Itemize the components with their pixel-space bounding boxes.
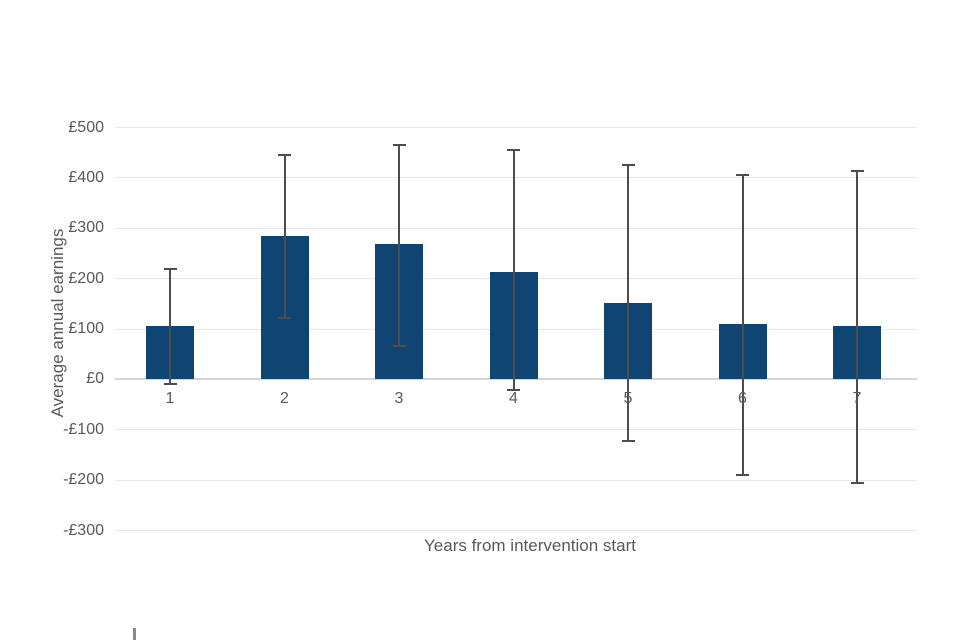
x-tick-label: 7 bbox=[852, 390, 862, 407]
gridline bbox=[115, 127, 917, 128]
y-tick-label: £300 bbox=[68, 219, 104, 237]
error-bar-cap-upper bbox=[736, 173, 749, 176]
y-tick-label: -£300 bbox=[63, 521, 104, 539]
error-bar-cap-lower bbox=[392, 344, 406, 347]
y-tick-label: -£100 bbox=[63, 420, 104, 438]
error-bar-cap-lower bbox=[507, 388, 520, 391]
error-bar-line bbox=[169, 268, 171, 385]
error-bar-line bbox=[283, 155, 286, 318]
y-tick-label: -£200 bbox=[63, 471, 104, 489]
error-bar-cap-upper bbox=[850, 170, 864, 173]
y-tick-label: £400 bbox=[68, 168, 104, 186]
x-tick-label: 4 bbox=[509, 390, 518, 407]
error-bar-cap-lower bbox=[850, 481, 864, 484]
gridline bbox=[115, 530, 917, 531]
y-tick-label: £0 bbox=[86, 370, 104, 388]
x-tick-label: 3 bbox=[394, 390, 404, 407]
cropped-edge-artifact bbox=[133, 628, 136, 640]
x-axis-line bbox=[115, 378, 917, 381]
y-axis-title: Average annual earnings bbox=[48, 228, 67, 418]
error-bar-cap-lower bbox=[621, 439, 635, 442]
error-bar-line bbox=[741, 174, 744, 476]
x-tick-label: 5 bbox=[623, 390, 633, 407]
error-bar-line bbox=[856, 171, 858, 483]
error-bar-cap-upper bbox=[163, 267, 177, 270]
error-bar-cap-upper bbox=[507, 149, 520, 152]
error-bar-cap-lower bbox=[736, 474, 749, 477]
gridline bbox=[115, 177, 917, 179]
error-bar-line bbox=[398, 145, 400, 346]
error-bar-cap-lower bbox=[163, 383, 177, 386]
x-axis-title: Years from intervention start bbox=[424, 536, 636, 555]
x-tick-label: 2 bbox=[280, 390, 289, 407]
error-bar-line bbox=[512, 150, 515, 390]
y-tick-label: £500 bbox=[68, 118, 104, 136]
error-bar-line bbox=[627, 165, 629, 441]
gridline bbox=[115, 479, 917, 481]
y-tick-label: £200 bbox=[68, 269, 104, 287]
error-bar-cap-upper bbox=[278, 154, 291, 157]
error-bar-cap-upper bbox=[621, 164, 635, 167]
error-bar-cap-upper bbox=[392, 144, 406, 147]
error-bar-cap-lower bbox=[278, 316, 291, 319]
x-tick-label: 1 bbox=[165, 390, 175, 407]
gridline bbox=[115, 429, 917, 431]
y-tick-label: £100 bbox=[68, 320, 104, 337]
gridline bbox=[115, 227, 917, 229]
x-tick-label: 6 bbox=[738, 390, 747, 407]
